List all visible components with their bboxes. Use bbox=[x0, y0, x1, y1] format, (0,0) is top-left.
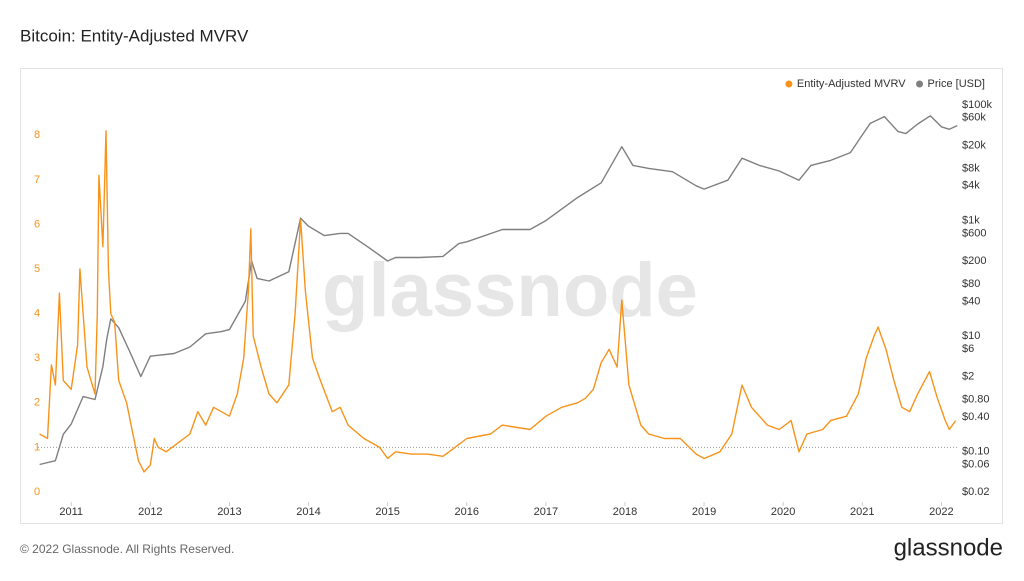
x-tick-label: 2012 bbox=[138, 506, 162, 518]
legend-marker bbox=[785, 80, 793, 88]
y-tick-label: 6 bbox=[34, 218, 40, 230]
logo: glassnode bbox=[894, 534, 1003, 561]
x-tick-label: 2016 bbox=[455, 506, 479, 518]
chart-frame bbox=[20, 68, 1003, 524]
legend-marker bbox=[916, 80, 924, 88]
x-tick-label: 2017 bbox=[534, 506, 558, 518]
y2-tick-label: $0.06 bbox=[962, 458, 990, 470]
y2-tick-label: $1k bbox=[962, 214, 980, 226]
chart-title: Bitcoin: Entity-Adjusted MVRV bbox=[20, 26, 249, 45]
y-tick-label: 5 bbox=[34, 263, 40, 275]
y2-tick-label: $20k bbox=[962, 139, 986, 151]
x-tick-label: 2021 bbox=[850, 506, 874, 518]
y2-tick-label: $40 bbox=[962, 295, 980, 307]
y2-tick-label: $0.02 bbox=[962, 486, 990, 498]
y-tick-label: 8 bbox=[34, 129, 40, 141]
x-tick-label: 2020 bbox=[771, 506, 795, 518]
legend-label: Entity-Adjusted MVRV bbox=[797, 78, 906, 90]
y2-tick-label: $10 bbox=[962, 330, 980, 342]
series-line bbox=[39, 115, 958, 466]
watermark: glassnode bbox=[322, 248, 698, 333]
series-line bbox=[39, 130, 957, 473]
x-tick-label: 2015 bbox=[375, 506, 399, 518]
x-tick-label: 2018 bbox=[613, 506, 637, 518]
x-tick-label: 2022 bbox=[929, 506, 953, 518]
y2-tick-label: $0.80 bbox=[962, 393, 990, 405]
x-tick-label: 2019 bbox=[692, 506, 716, 518]
y-tick-label: 7 bbox=[34, 174, 40, 186]
y2-tick-label: $200 bbox=[962, 255, 986, 267]
y2-tick-label: $100k bbox=[962, 99, 992, 111]
y2-tick-label: $0.40 bbox=[962, 411, 990, 423]
y2-tick-label: $6 bbox=[962, 343, 974, 355]
footer: © 2022 Glassnode. All Rights Reserved. bbox=[20, 542, 234, 556]
y2-tick-label: $600 bbox=[962, 227, 986, 239]
y2-tick-label: $4k bbox=[962, 180, 980, 192]
y2-tick-label: $0.10 bbox=[962, 446, 990, 458]
x-tick-label: 2014 bbox=[296, 506, 320, 518]
y-tick-label: 4 bbox=[34, 308, 40, 320]
x-tick-label: 2013 bbox=[217, 506, 241, 518]
y-tick-label: 0 bbox=[34, 486, 40, 498]
legend-label: Price [USD] bbox=[928, 78, 985, 90]
y-tick-label: 1 bbox=[34, 441, 40, 453]
y2-tick-label: $8k bbox=[962, 162, 980, 174]
y2-tick-label: $2 bbox=[962, 370, 974, 382]
y-tick-label: 2 bbox=[34, 397, 40, 409]
x-tick-label: 2011 bbox=[59, 506, 83, 518]
y2-tick-label: $80 bbox=[962, 278, 980, 290]
y-tick-label: 3 bbox=[34, 352, 40, 364]
y2-tick-label: $60k bbox=[962, 112, 986, 124]
